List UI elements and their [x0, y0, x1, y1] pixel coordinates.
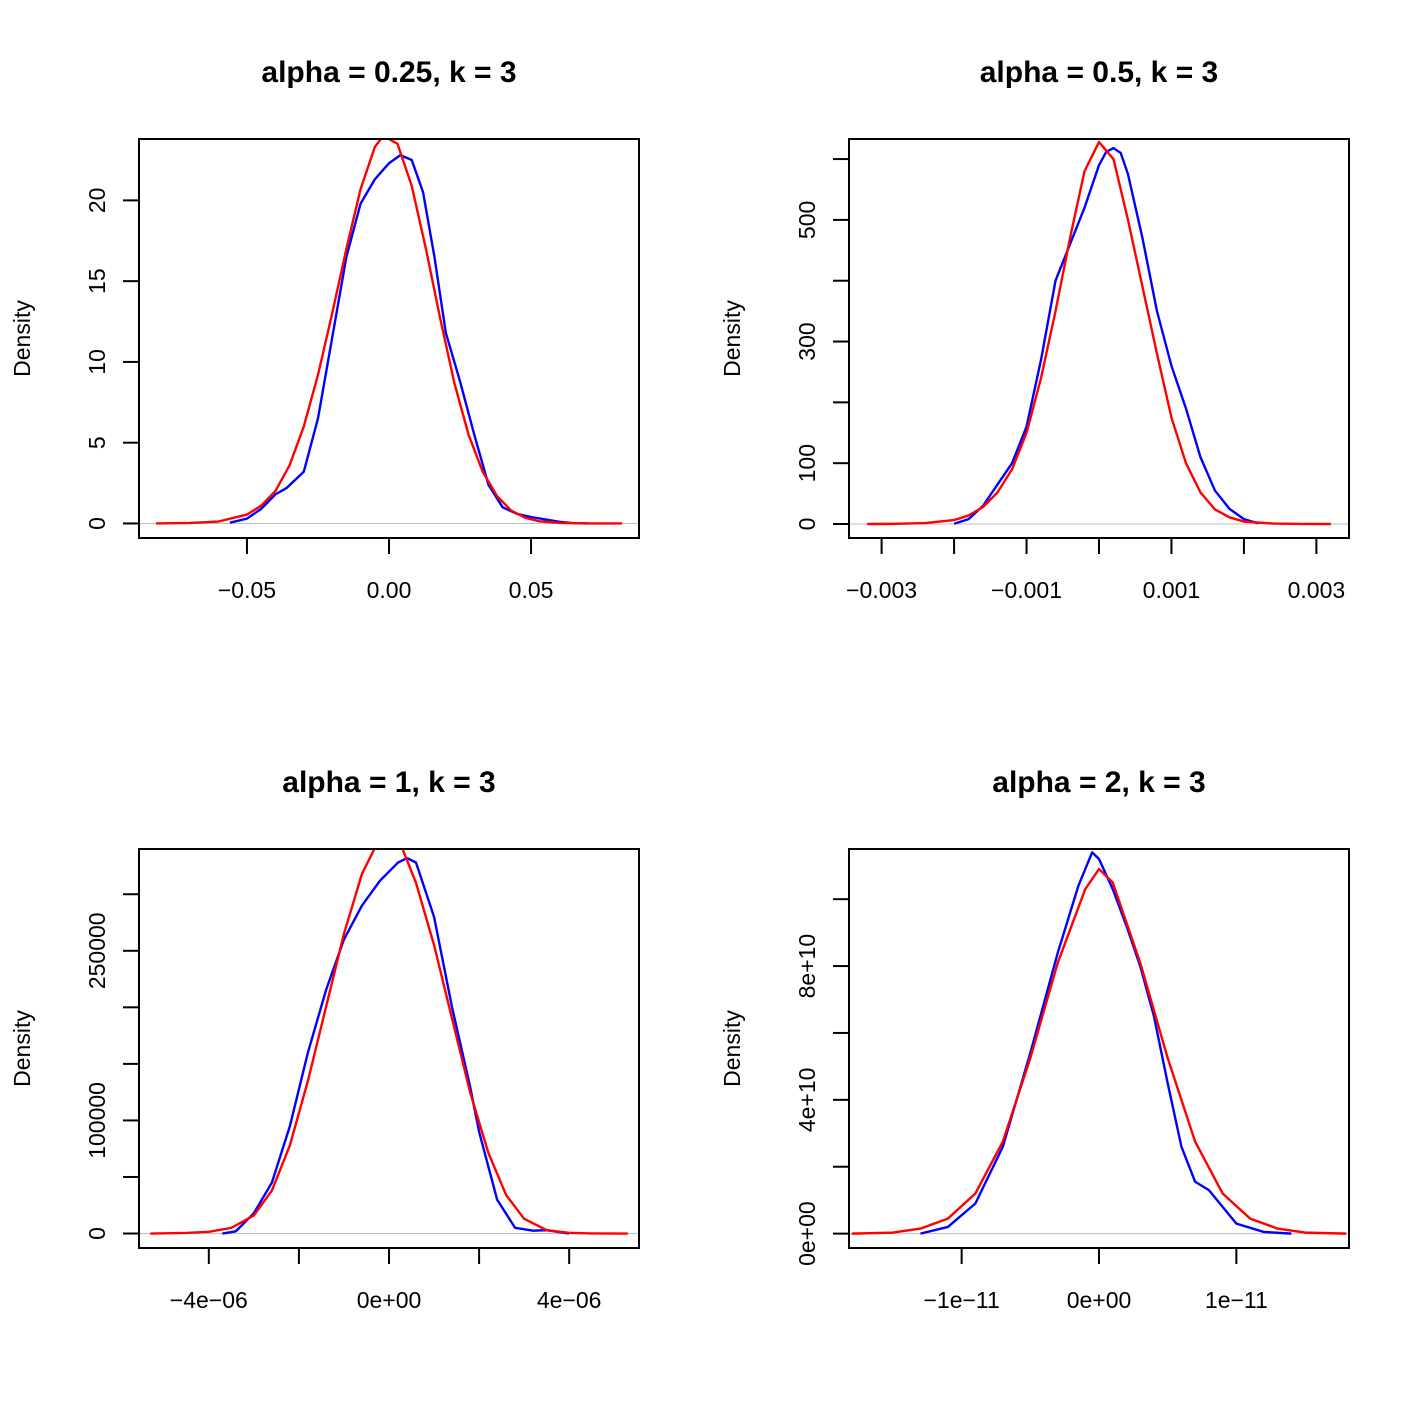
normal-density-line — [851, 867, 1347, 1235]
y-tick-label: 100 — [794, 444, 820, 482]
x-tick-label: −0.003 — [846, 577, 917, 603]
y-tick-label: 5 — [84, 436, 110, 449]
density-panel-3: alpha = 1, k = 3 Density −4e−06 0e+00 4e−06 0… — [9, 766, 640, 1313]
x-axis: −0.05 0.00 0.05 — [218, 537, 554, 603]
panel-title: alpha = 0.25, k = 3 — [261, 56, 516, 89]
y-axis: 0 100000 250000 — [84, 893, 140, 1240]
normal-density-line — [150, 849, 628, 1235]
x-tick-label: 0e+00 — [1067, 1287, 1132, 1313]
x-tick-label: 0e+00 — [357, 1287, 422, 1313]
y-tick-label: 0 — [794, 518, 820, 531]
y-axis: 0 100 300 500 — [794, 158, 850, 531]
y-tick-label: 20 — [84, 188, 110, 214]
x-axis: −0.003 −0.001 0.001 0.003 — [846, 537, 1346, 603]
empirical-density-line — [222, 856, 570, 1235]
y-tick-label: 0e+00 — [794, 1201, 820, 1266]
y-tick-label: 250000 — [84, 912, 110, 989]
y-tick-label: 10 — [84, 349, 110, 375]
x-tick-label: −1e−11 — [923, 1287, 999, 1313]
density-panel-2: alpha = 0.5, k = 3 Density −0.003 −0.001 0.0… — [719, 56, 1350, 603]
x-tick-label: 4e−06 — [537, 1287, 602, 1313]
y-tick-label: 500 — [794, 201, 820, 239]
x-tick-label: 0.00 — [367, 577, 412, 603]
x-tick-label: −0.05 — [218, 577, 276, 603]
x-tick-label: 0.05 — [509, 577, 554, 603]
x-axis: −4e−06 0e+00 4e−06 — [170, 1247, 602, 1313]
normal-density-line — [867, 140, 1331, 526]
y-tick-label: 4e+10 — [794, 1068, 820, 1133]
y-tick-label: 15 — [84, 268, 110, 294]
empirical-density-line — [953, 146, 1259, 525]
y-axis-label: Density — [9, 300, 35, 377]
y-axis: 0 5 10 15 20 — [84, 188, 140, 530]
x-tick-label: −0.001 — [991, 577, 1062, 603]
x-tick-label: 1e−11 — [1205, 1287, 1268, 1313]
y-axis: 0e+00 4e+10 8e+10 — [794, 898, 850, 1266]
y-axis-label: Density — [719, 300, 745, 377]
x-tick-label: 0.003 — [1288, 577, 1346, 603]
panel-title: alpha = 0.5, k = 3 — [980, 56, 1218, 89]
empirical-density-line — [229, 153, 588, 525]
density-panel-4: alpha = 2, k = 3 Density −1e−11 0e+00 1e−11 0… — [719, 766, 1350, 1313]
y-axis-label: Density — [9, 1010, 35, 1087]
x-tick-label: −4e−06 — [170, 1287, 248, 1313]
x-axis: −1e−11 0e+00 1e−11 — [923, 1247, 1268, 1313]
y-tick-label: 100000 — [84, 1082, 110, 1159]
y-axis-label: Density — [719, 1010, 745, 1087]
y-tick-label: 0 — [84, 517, 110, 530]
y-tick-label: 300 — [794, 322, 820, 360]
y-tick-label: 0 — [84, 1227, 110, 1240]
y-tick-label: 8e+10 — [794, 934, 820, 999]
density-panel-1: alpha = 0.25, k = 3 Density −0.05 0.00 0.05 0… — [9, 56, 640, 603]
panel-title: alpha = 2, k = 3 — [992, 766, 1205, 799]
panel-title: alpha = 1, k = 3 — [282, 766, 495, 799]
x-tick-label: 0.001 — [1143, 577, 1201, 603]
